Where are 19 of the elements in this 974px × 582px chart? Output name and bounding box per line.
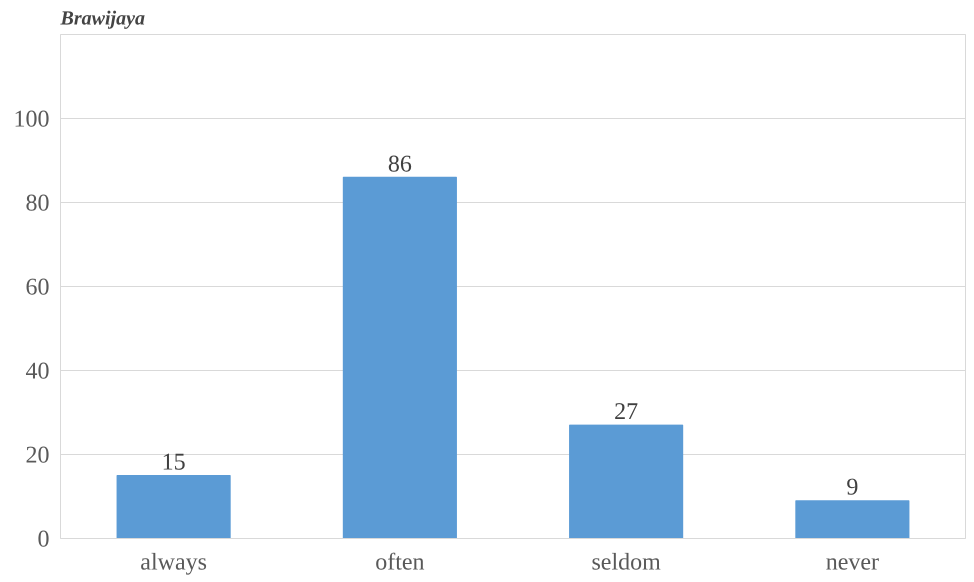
x-tick-label: often <box>375 550 425 576</box>
x-tick-label: always <box>140 550 207 576</box>
y-tick-label: 0 <box>38 526 50 552</box>
bar <box>795 500 910 538</box>
y-tick-label: 40 <box>26 358 50 384</box>
data-label: 86 <box>388 151 412 178</box>
x-tick-label: seldom <box>591 550 662 576</box>
data-label: 9 <box>846 474 858 501</box>
y-tick-label: 100 <box>14 106 50 132</box>
data-label: 27 <box>614 399 638 426</box>
y-tick-label: 80 <box>26 190 50 216</box>
bar <box>116 475 231 538</box>
bar <box>342 176 457 538</box>
bar <box>569 424 684 538</box>
y-tick-label: 60 <box>26 274 50 300</box>
y-tick-label: 20 <box>26 442 50 468</box>
x-tick-label: never <box>826 550 880 576</box>
data-label: 15 <box>162 450 186 476</box>
chart-title: Brawijaya <box>60 8 145 30</box>
